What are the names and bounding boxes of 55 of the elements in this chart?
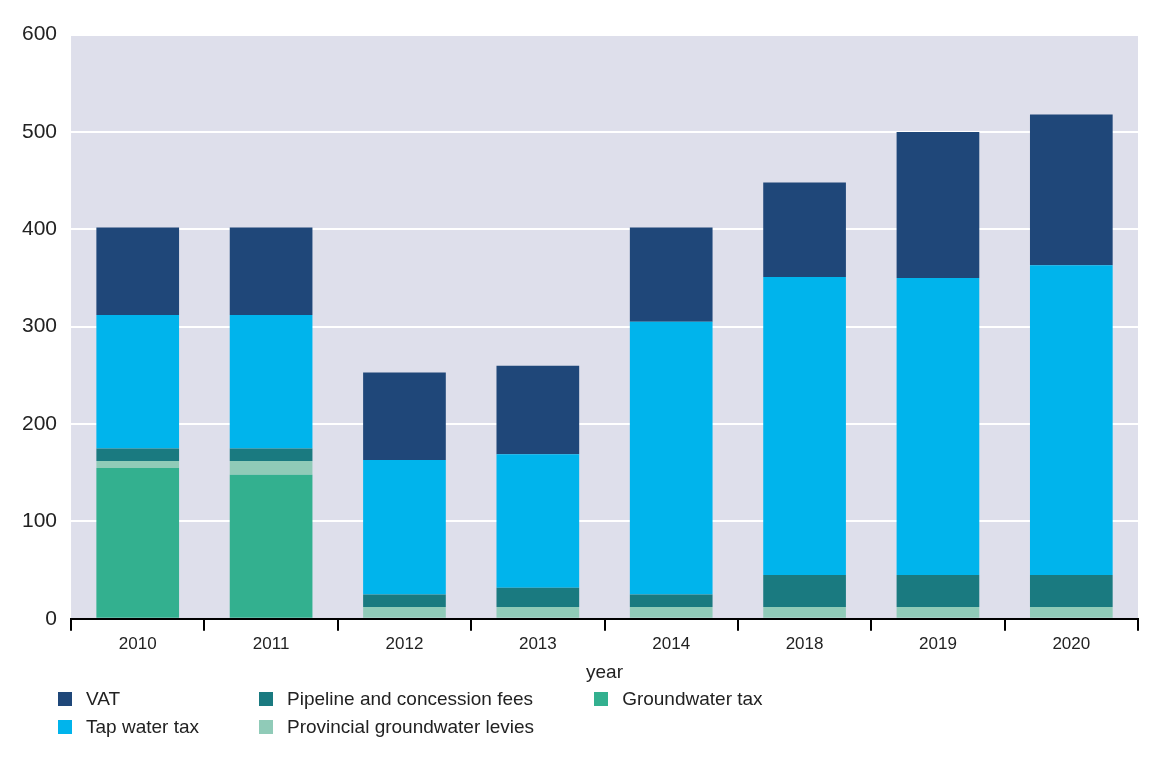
y-tick-label: 300 bbox=[21, 313, 58, 337]
bar bbox=[229, 315, 313, 449]
bar bbox=[629, 594, 713, 608]
bar bbox=[1029, 265, 1113, 575]
bar bbox=[496, 587, 580, 608]
bar bbox=[763, 277, 846, 575]
legend-label: Tap water tax bbox=[86, 716, 199, 738]
bar bbox=[1029, 607, 1113, 618]
legend-label: VAT bbox=[86, 688, 121, 710]
bar bbox=[896, 607, 980, 618]
x-tick-label: 2011 bbox=[252, 633, 290, 653]
legend-label: Groundwater tax bbox=[622, 688, 763, 710]
bar bbox=[896, 574, 980, 608]
bar bbox=[496, 454, 580, 588]
bar bbox=[763, 607, 846, 618]
y-tick-label: 600 bbox=[21, 21, 58, 45]
bar bbox=[629, 227, 713, 322]
bar bbox=[363, 594, 446, 608]
y-tick-label: 500 bbox=[21, 118, 58, 142]
y-tick-label: 100 bbox=[21, 508, 58, 532]
x-axis-title: year bbox=[586, 660, 624, 682]
bar bbox=[763, 574, 846, 608]
y-tick-label: 0 bbox=[45, 605, 58, 629]
bar bbox=[96, 461, 180, 468]
bar bbox=[363, 372, 446, 461]
legend-label: Provincial groundwater levies bbox=[287, 716, 535, 738]
x-tick-label: 2018 bbox=[785, 633, 824, 653]
x-tick-label: 2010 bbox=[118, 633, 157, 653]
y-tick-label: 400 bbox=[21, 216, 58, 240]
x-tick-label: 2019 bbox=[919, 633, 957, 653]
legend-label: Pipeline and concession fees bbox=[287, 688, 534, 710]
x-tick-label: 2020 bbox=[1052, 633, 1091, 653]
bar bbox=[1029, 114, 1113, 266]
bar bbox=[496, 365, 580, 455]
x-tick-label: 2014 bbox=[652, 633, 691, 653]
bar bbox=[896, 278, 980, 575]
bar bbox=[96, 467, 180, 618]
bar bbox=[1029, 574, 1113, 608]
bar bbox=[496, 607, 580, 618]
x-tick-label: 2013 bbox=[518, 633, 557, 653]
bar bbox=[763, 182, 846, 278]
bar bbox=[229, 448, 313, 462]
y-tick-label: 200 bbox=[21, 410, 58, 434]
x-tick-label: 2012 bbox=[385, 633, 424, 653]
bar bbox=[629, 607, 713, 618]
bar bbox=[96, 448, 180, 462]
bar bbox=[363, 607, 446, 618]
bar bbox=[896, 131, 980, 279]
bar bbox=[229, 227, 313, 316]
bar bbox=[629, 321, 713, 595]
bar bbox=[96, 227, 180, 316]
bar bbox=[229, 474, 313, 618]
bar bbox=[96, 315, 180, 449]
bar bbox=[363, 460, 446, 595]
bar bbox=[229, 461, 313, 475]
